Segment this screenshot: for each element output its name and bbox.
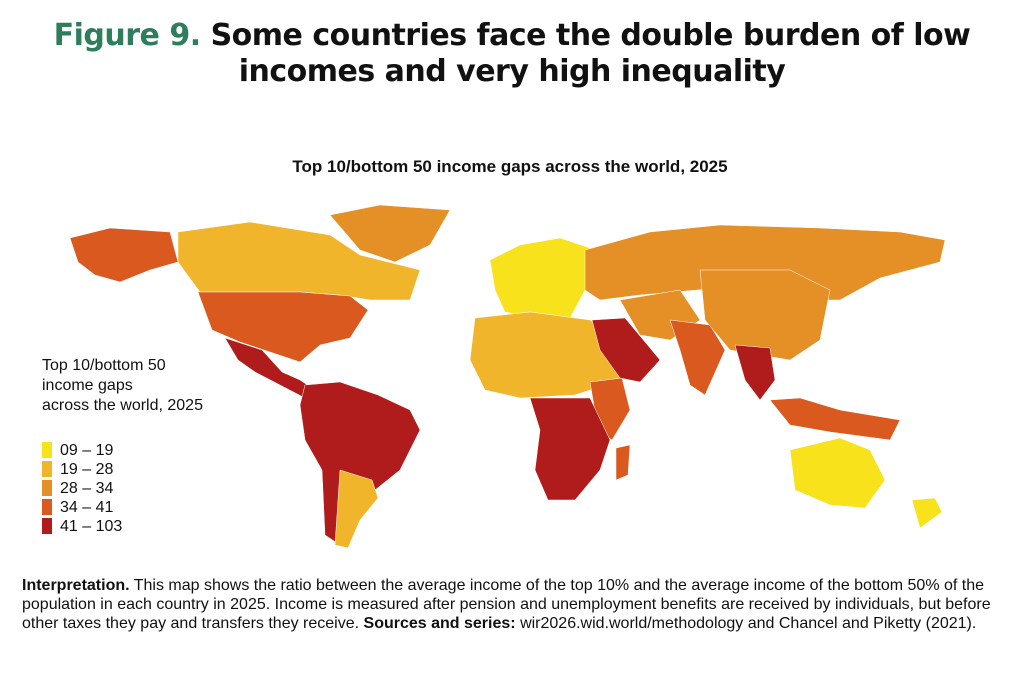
legend-swatch [42,480,52,496]
sources-text: wir2026.wid.world/methodology and Chance… [520,615,977,632]
note-lead: Interpretation. [22,577,130,594]
world-map [69,204,946,549]
legend-swatch [42,499,52,515]
map: Top 10/bottom 50 income gaps across the … [42,157,946,549]
figure-label: Figure 9. [53,18,201,53]
legend-title: Top 10/bottom 50 [42,357,166,374]
legend: Top 10/bottom 50 income gaps across the wo… [42,357,203,535]
figure-title: Figure 9. Some countries face the double… [10,18,1014,90]
legend-swatch [42,461,52,477]
legend-label: 19 – 28 [60,461,113,478]
legend-label: 41 – 103 [60,518,122,535]
legend-swatch [42,442,52,458]
legend-title: across the world, 2025 [42,397,203,414]
legend-title: income gaps [42,377,133,394]
figure-heading: Some countries face the double burden of… [210,18,971,89]
interpretation-note: Interpretation. This map shows the ratio… [22,576,1007,633]
legend-label: 28 – 34 [60,480,113,497]
note-text: This map shows the ratio between the ave… [22,577,991,632]
map-title: Top 10/bottom 50 income gaps across the … [292,157,727,176]
legend-swatch [42,518,52,534]
legend-label: 34 – 41 [60,499,113,516]
sources-lead: Sources and series: [363,615,516,632]
legend-label: 09 – 19 [60,442,113,459]
